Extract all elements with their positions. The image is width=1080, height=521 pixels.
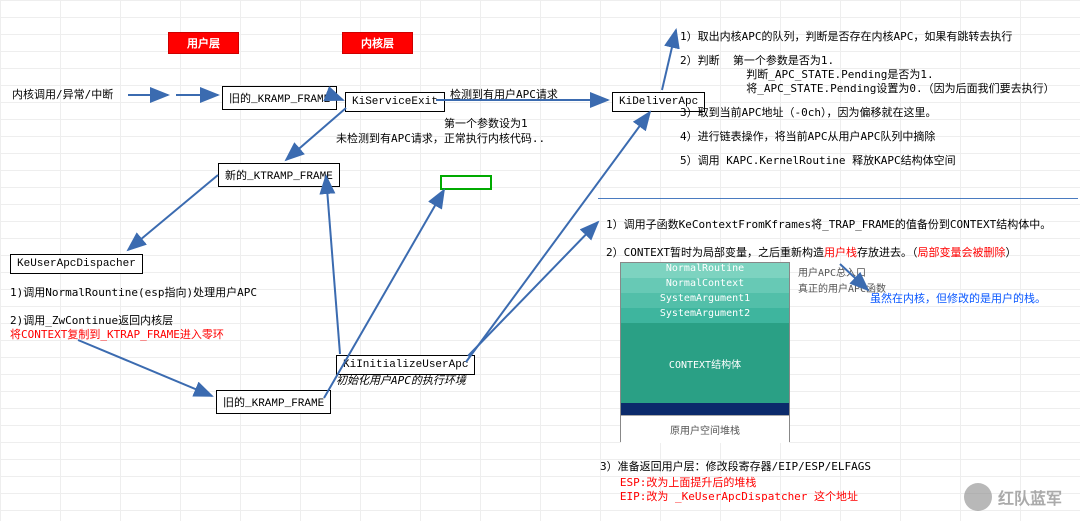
dispatcher-step-1: 1)调用NormalRountine(esp指向)处理用户APC bbox=[10, 284, 257, 300]
watermark-icon bbox=[964, 483, 992, 511]
watermark-text: 红队蓝军 bbox=[998, 485, 1062, 509]
deliver-step-5: 5）调用 KAPC.KernelRoutine 释放KAPC结构体空间 bbox=[680, 152, 956, 168]
init-note: 虽然在内核，但修改的是用户的栈。 bbox=[870, 290, 1046, 306]
stack-seg-sysarg1: SystemArgument1 bbox=[621, 293, 789, 308]
node-ki-service-exit: KiServiceExit bbox=[345, 92, 445, 112]
node-new-ktramp: 新的_KTRAMP_FRAME bbox=[218, 163, 340, 187]
dispatcher-step-3: 将CONTEXT复制到_KTRAP_FRAME进入零环 bbox=[10, 326, 224, 342]
init-s2a: 2）CONTEXT暂时为局部变量，之后重新构造 bbox=[606, 246, 824, 259]
label-param1: 第一个参数设为1 bbox=[444, 115, 528, 131]
node-ke-user-apc-dispatcher: KeUserApcDispacher bbox=[10, 254, 143, 274]
banner-user-layer: 用户层 bbox=[168, 32, 239, 54]
label-detect-apc: 检测到有用户APC请求 bbox=[450, 86, 558, 102]
init-s2b: 用户栈 bbox=[824, 246, 857, 259]
init-s2d: 局部变量会被删除 bbox=[917, 246, 1005, 259]
deliver-step-1: 1）取出内核APC的队列，判断是否存在内核APC，如果有跳转去执行 bbox=[680, 28, 1012, 44]
init-s2e: ） bbox=[1005, 246, 1016, 259]
deliver-step-3: 3）取到当前APC地址（-0ch），因为偏移就在这里。 bbox=[680, 104, 936, 120]
stack-seg-sysarg2: SystemArgument2 bbox=[621, 308, 789, 323]
divider-line bbox=[598, 198, 1078, 199]
stack-seg-sep bbox=[621, 403, 789, 415]
stack-label-real: 真正的用户APC函数 bbox=[798, 280, 886, 295]
stack-seg-normalroutine: NormalRoutine bbox=[621, 263, 789, 278]
banner-kernel-layer: 内核层 bbox=[342, 32, 413, 54]
init-step-1: 1）调用子函数KeContextFromKframes将_TRAP_FRAME的… bbox=[606, 216, 1051, 232]
label-init-env: 初始化用户APC的执行环境 bbox=[336, 372, 466, 388]
green-box bbox=[440, 175, 492, 190]
stack-diagram: NormalRoutine NormalContext SystemArgume… bbox=[620, 262, 790, 442]
stack-seg-orig: 原用户空间堆栈 bbox=[621, 415, 789, 443]
deliver-step-4: 4）进行链表操作，将当前APC从用户APC队列中摘除 bbox=[680, 128, 935, 144]
stack-seg-context: CONTEXT结构体 bbox=[621, 323, 789, 403]
label-no-apc: 未检测到有APC请求，正常执行内核代码.. bbox=[336, 130, 545, 146]
node-old-kramp-top: 旧的_KRAMP_FRAME bbox=[222, 86, 337, 110]
node-kernel-call: 内核调用/异常/中断 bbox=[12, 86, 113, 102]
init-step-3c: EIP:改为 _KeUserApcDispatcher 这个地址 bbox=[600, 488, 858, 504]
stack-label-entry: 用户APC总入口 bbox=[798, 264, 866, 279]
init-s2c: 存放进去。（ bbox=[857, 246, 918, 259]
init-step-2: 2）CONTEXT暂时为局部变量，之后重新构造用户栈存放进去。（局部变量会被删除… bbox=[606, 244, 1016, 260]
init-step-3a: 3）准备返回用户层：修改段寄存器/EIP/ESP/ELFAGS bbox=[600, 458, 871, 474]
watermark: 红队蓝军 bbox=[964, 483, 1062, 511]
node-old-kramp-bottom: 旧的_KRAMP_FRAME bbox=[216, 390, 331, 414]
stack-seg-normalcontext: NormalContext bbox=[621, 278, 789, 293]
deliver-step-2c: 将_APC_STATE.Pending设置为0.（因为后面我们要去执行） bbox=[680, 80, 1055, 96]
